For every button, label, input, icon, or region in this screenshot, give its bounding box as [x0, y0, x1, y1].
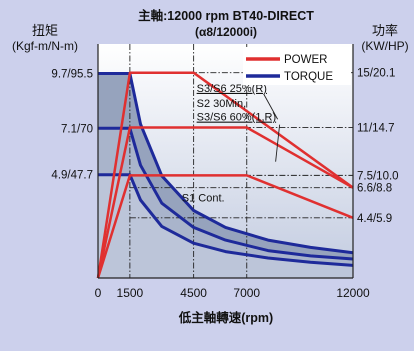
power-tick-2: 7.5/10.0 — [357, 170, 399, 182]
tick-labels: 0 1500 4500 7000 12000 9.7/95.5 7.1/70 4.9/47.7… — [51, 68, 398, 300]
torque-band-3 — [98, 174, 353, 278]
chart-title: 主軸:12000 rpm BT40-DIRECT — [138, 8, 314, 23]
leader-line-2 — [275, 124, 281, 162]
legend-torque-label: TORQUE — [284, 71, 333, 83]
torque-band-layer — [98, 73, 353, 278]
legend-box — [243, 47, 351, 85]
annotation-0: S3/S6 25%(R) — [197, 83, 267, 95]
torque-line-3 — [98, 173, 354, 267]
x-axis-label: 低主軸轉速(rpm) — [178, 310, 273, 325]
chart-subtitle: (α8/12000i) — [195, 25, 257, 39]
power-line-2 — [96, 126, 354, 279]
annotation-1: S2 30Min, — [197, 98, 247, 110]
power-tick-0: 15/20.1 — [357, 68, 395, 80]
left-axis-label: 扭矩 — [32, 23, 58, 38]
power-line-3 — [96, 174, 354, 279]
x-tick-0: 0 — [95, 286, 102, 300]
torque-band-1 — [98, 73, 353, 259]
leader-line-1 — [263, 93, 279, 120]
x-tick-1: 1500 — [117, 286, 144, 300]
torque-tick-0: 9.7/95.5 — [51, 69, 93, 81]
legend-power-label: POWER — [284, 54, 327, 66]
annotation-3: S1 Cont. — [182, 192, 225, 204]
x-tick-3: 7000 — [233, 286, 260, 300]
torque-tick-1: 7.1/70 — [61, 123, 93, 135]
power-tick-4: 4.4/5.9 — [357, 213, 392, 225]
right-axis-unit: (KW/HP) — [361, 39, 408, 53]
power-tick-3: 6.6/8.8 — [357, 183, 392, 195]
annotations: S3/S6 25%(R) S2 30Min, S3/S6 60%(1,R) S1 Co… — [182, 83, 281, 204]
left-axis-unit: (Kgf-m/N-m) — [12, 39, 78, 53]
x-tick-4: 12000 — [336, 286, 370, 300]
torque-line-2 — [98, 126, 354, 261]
axes — [97, 44, 354, 279]
torque-tick-2: 4.9/47.7 — [51, 170, 93, 182]
torque-line-1 — [98, 72, 354, 255]
right-axis-label: 功率 — [372, 23, 398, 38]
annotation-2: S3/S6 60%(1,R) — [197, 112, 276, 124]
legend: POWER TORQUE — [243, 47, 351, 85]
torque-band-2 — [98, 128, 353, 266]
x-tick-2: 4500 — [180, 286, 207, 300]
power-line-1 — [96, 71, 354, 279]
series-layer — [96, 71, 354, 279]
power-tick-1: 11/14.7 — [357, 122, 395, 134]
